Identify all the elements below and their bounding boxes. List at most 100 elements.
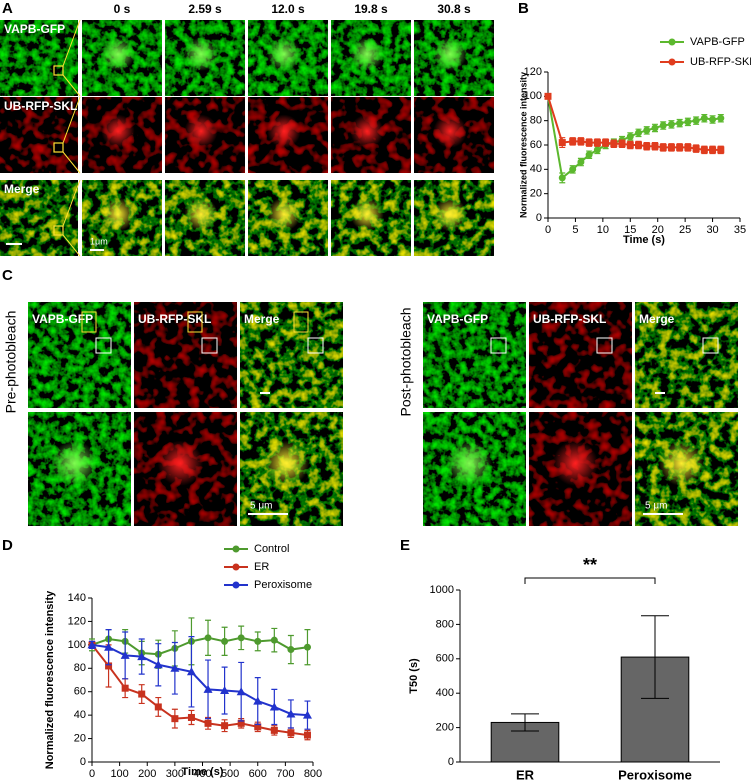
y-tick-label: 0 [80, 756, 86, 768]
marker [221, 637, 229, 645]
y-tick-label: 40 [74, 709, 86, 721]
micrograph-texture [635, 302, 738, 408]
legend-label: ER [254, 561, 269, 573]
legend-marker [232, 545, 240, 553]
scale-label: 1μm [90, 236, 108, 246]
zoom-line [62, 179, 81, 227]
marker [667, 143, 675, 151]
micrograph-texture [423, 302, 526, 408]
marker [104, 642, 114, 651]
condition-label: Pre-photobleach [3, 311, 19, 414]
channel-label: Merge [639, 312, 675, 326]
y-tick-label: 60 [74, 686, 86, 698]
roi-box [53, 225, 64, 236]
legend-label: Control [254, 543, 289, 555]
marker [220, 686, 230, 695]
marker [204, 719, 212, 727]
time-label: 0 s [114, 2, 131, 16]
marker [254, 723, 262, 731]
micrograph-texture [134, 302, 237, 408]
y-tick-label: 20 [530, 188, 542, 200]
y-tick-label: 800 [436, 618, 454, 630]
micrograph-spot [101, 197, 135, 231]
roi-box [81, 311, 97, 333]
y-tick-label: 200 [436, 722, 454, 734]
x-tick-label: 800 [304, 768, 322, 780]
marker [120, 650, 130, 659]
legend-marker [232, 563, 240, 571]
micrograph-spot [184, 37, 218, 71]
micrograph-spot [101, 37, 135, 71]
y-tick-label: 140 [68, 592, 86, 604]
roi-box [307, 337, 324, 354]
y-axis-label: Normalized fluorescence intensity [44, 590, 56, 769]
marker [667, 120, 675, 128]
marker [717, 114, 725, 122]
marker [170, 663, 180, 672]
y-tick-label: 80 [530, 115, 542, 127]
y-tick-label: 1000 [430, 584, 454, 596]
marker [577, 137, 585, 145]
y-tick-label: 600 [436, 653, 454, 665]
marker [270, 726, 278, 734]
marker [692, 145, 700, 153]
channel-label: VAPB-GFP [4, 22, 65, 36]
marker [221, 722, 229, 730]
x-tick-label: 500 [221, 768, 239, 780]
marker [643, 126, 651, 134]
y-tick-label: 80 [74, 662, 86, 674]
marker [302, 710, 312, 719]
legend-marker [668, 38, 676, 46]
roi-box [95, 337, 112, 354]
channel-label: VAPB-GFP [427, 312, 488, 326]
marker [717, 146, 725, 154]
marker [87, 640, 97, 649]
marker [204, 634, 212, 642]
y-tick-label: 0 [448, 756, 454, 768]
x-tick-label: 700 [276, 768, 294, 780]
y-tick-label: 120 [524, 66, 542, 78]
marker [626, 141, 634, 149]
marker [651, 142, 659, 150]
panel-label: C [2, 267, 13, 284]
y-tick-label: 60 [530, 139, 542, 151]
roi-box [293, 311, 309, 333]
x-tick-label: 25 [679, 224, 691, 236]
marker [171, 715, 179, 723]
y-axis-label: Normalized fluorescence intensity [518, 72, 528, 218]
y-tick-label: 40 [530, 163, 542, 175]
time-label: 19.8 s [354, 2, 388, 16]
marker [676, 119, 684, 127]
roi-box [53, 142, 64, 153]
micrograph-spot [267, 197, 301, 231]
marker [700, 146, 708, 154]
x-tick-label: 15 [624, 224, 636, 236]
marker [585, 151, 593, 159]
significance-bracket [524, 577, 656, 584]
marker [593, 139, 601, 147]
micrograph-texture [0, 20, 78, 96]
channel-label: UB-RFP-SKL [4, 99, 77, 113]
marker [643, 142, 651, 150]
roi-box [596, 337, 613, 354]
x-axis-label: Time (s) [623, 234, 665, 246]
legend-label: Peroxisome [254, 579, 312, 591]
panel-label: A [2, 0, 13, 17]
micrograph-spot [433, 37, 467, 71]
micrograph-texture [529, 302, 632, 408]
micrograph-spot [267, 37, 301, 71]
micrograph-spot [433, 197, 467, 231]
x-axis-label: Time (s) [182, 766, 224, 778]
panel-label: E [400, 537, 410, 554]
time-label: 12.0 s [271, 2, 305, 16]
x-tick-label: Peroxisome [618, 767, 692, 780]
marker [121, 684, 129, 692]
scale-label: 5 μm [645, 501, 667, 512]
marker [544, 92, 552, 100]
marker [692, 117, 700, 125]
channel-label: Merge [4, 182, 40, 196]
marker [577, 158, 585, 166]
marker [286, 709, 296, 718]
micrograph-spot [267, 114, 301, 148]
marker [558, 139, 566, 147]
